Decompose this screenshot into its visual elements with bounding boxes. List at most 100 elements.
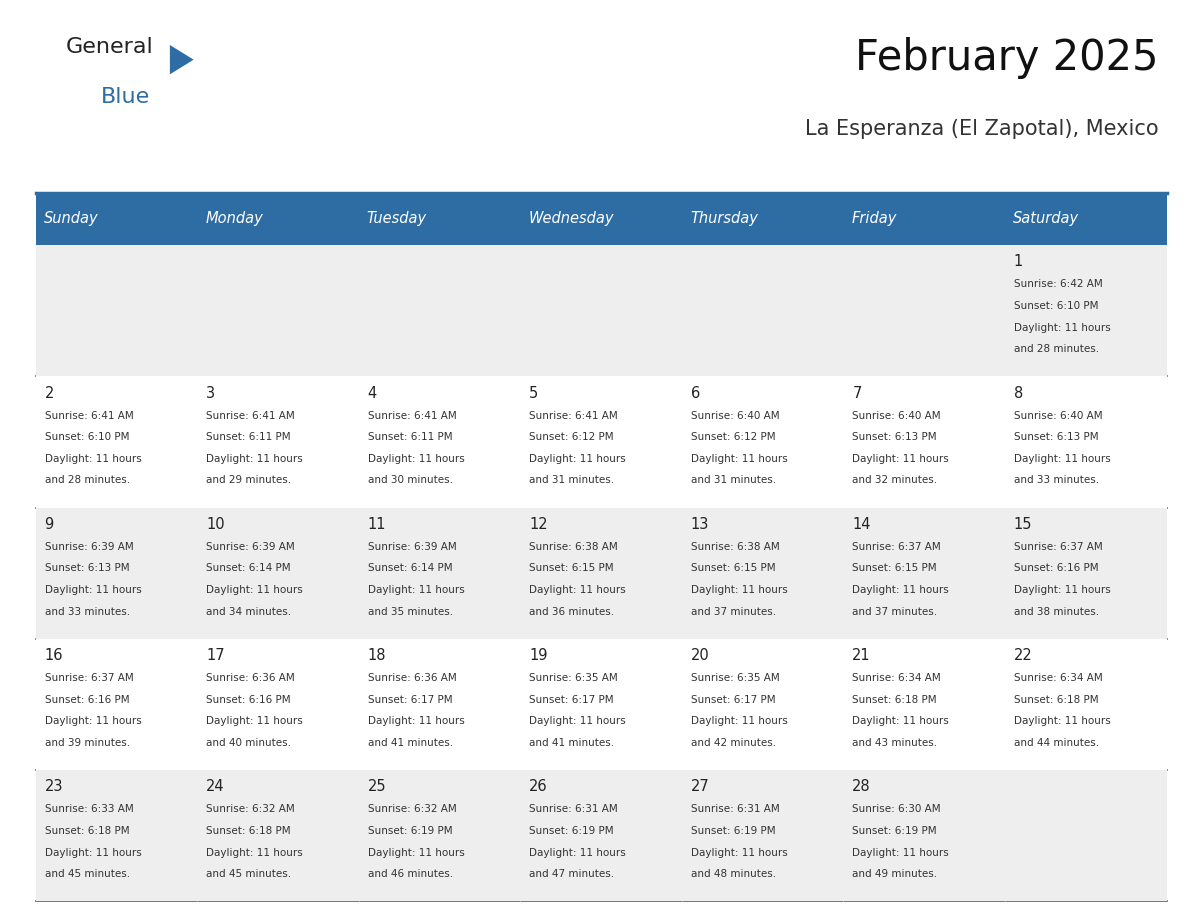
- Text: Sunrise: 6:41 AM: Sunrise: 6:41 AM: [529, 410, 618, 420]
- Text: and 36 minutes.: and 36 minutes.: [529, 607, 614, 617]
- Text: Daylight: 11 hours: Daylight: 11 hours: [206, 847, 303, 857]
- Text: Sunrise: 6:37 AM: Sunrise: 6:37 AM: [1013, 542, 1102, 552]
- Text: Daylight: 11 hours: Daylight: 11 hours: [206, 585, 303, 595]
- Text: 16: 16: [44, 648, 63, 663]
- Text: and 46 minutes.: and 46 minutes.: [367, 869, 453, 879]
- Text: Sunrise: 6:39 AM: Sunrise: 6:39 AM: [206, 542, 295, 552]
- Text: Daylight: 11 hours: Daylight: 11 hours: [690, 716, 788, 726]
- Text: and 48 minutes.: and 48 minutes.: [690, 869, 776, 879]
- Text: February 2025: February 2025: [855, 37, 1158, 79]
- Text: Sunrise: 6:39 AM: Sunrise: 6:39 AM: [367, 542, 456, 552]
- Text: and 28 minutes.: and 28 minutes.: [44, 476, 129, 486]
- Text: Sunset: 6:12 PM: Sunset: 6:12 PM: [529, 432, 614, 442]
- Text: and 29 minutes.: and 29 minutes.: [206, 476, 291, 486]
- Text: Sunset: 6:17 PM: Sunset: 6:17 PM: [529, 695, 614, 705]
- Text: 8: 8: [1013, 386, 1023, 400]
- Text: and 44 minutes.: and 44 minutes.: [1013, 738, 1099, 748]
- Text: Daylight: 11 hours: Daylight: 11 hours: [690, 585, 788, 595]
- Text: 7: 7: [852, 386, 861, 400]
- Text: 27: 27: [690, 779, 709, 794]
- Text: Daylight: 11 hours: Daylight: 11 hours: [529, 585, 626, 595]
- Text: Sunrise: 6:37 AM: Sunrise: 6:37 AM: [852, 542, 941, 552]
- Text: 6: 6: [690, 386, 700, 400]
- Text: Daylight: 11 hours: Daylight: 11 hours: [529, 453, 626, 464]
- Text: Sunset: 6:14 PM: Sunset: 6:14 PM: [206, 564, 291, 574]
- Text: 2: 2: [44, 386, 53, 400]
- Text: and 33 minutes.: and 33 minutes.: [44, 607, 129, 617]
- Text: Daylight: 11 hours: Daylight: 11 hours: [367, 716, 465, 726]
- Text: Daylight: 11 hours: Daylight: 11 hours: [529, 716, 626, 726]
- Text: Sunset: 6:19 PM: Sunset: 6:19 PM: [367, 826, 453, 836]
- Text: Sunset: 6:19 PM: Sunset: 6:19 PM: [852, 826, 937, 836]
- Text: Daylight: 11 hours: Daylight: 11 hours: [367, 585, 465, 595]
- Text: Daylight: 11 hours: Daylight: 11 hours: [1013, 716, 1111, 726]
- Text: Sunset: 6:15 PM: Sunset: 6:15 PM: [852, 564, 937, 574]
- Text: and 32 minutes.: and 32 minutes.: [852, 476, 937, 486]
- Text: Daylight: 11 hours: Daylight: 11 hours: [206, 716, 303, 726]
- Text: and 41 minutes.: and 41 minutes.: [529, 738, 614, 748]
- Text: 17: 17: [206, 648, 225, 663]
- Text: Sunset: 6:10 PM: Sunset: 6:10 PM: [44, 432, 129, 442]
- Text: Sunset: 6:13 PM: Sunset: 6:13 PM: [44, 564, 129, 574]
- Text: Sunrise: 6:32 AM: Sunrise: 6:32 AM: [367, 804, 456, 814]
- Text: and 45 minutes.: and 45 minutes.: [44, 869, 129, 879]
- Text: 13: 13: [690, 517, 709, 532]
- Text: 25: 25: [367, 779, 386, 794]
- Text: Sunrise: 6:38 AM: Sunrise: 6:38 AM: [690, 542, 779, 552]
- Text: Daylight: 11 hours: Daylight: 11 hours: [529, 847, 626, 857]
- Text: 23: 23: [44, 779, 63, 794]
- Text: Monday: Monday: [206, 211, 263, 227]
- Text: Sunrise: 6:36 AM: Sunrise: 6:36 AM: [206, 673, 295, 683]
- Text: Sunrise: 6:38 AM: Sunrise: 6:38 AM: [529, 542, 618, 552]
- Text: Sunset: 6:17 PM: Sunset: 6:17 PM: [690, 695, 776, 705]
- Text: Sunrise: 6:35 AM: Sunrise: 6:35 AM: [690, 673, 779, 683]
- Text: 24: 24: [206, 779, 225, 794]
- Text: Sunset: 6:13 PM: Sunset: 6:13 PM: [852, 432, 937, 442]
- Text: 12: 12: [529, 517, 548, 532]
- Text: Daylight: 11 hours: Daylight: 11 hours: [852, 453, 949, 464]
- Text: Sunset: 6:12 PM: Sunset: 6:12 PM: [690, 432, 776, 442]
- Text: Sunset: 6:16 PM: Sunset: 6:16 PM: [206, 695, 291, 705]
- Text: and 30 minutes.: and 30 minutes.: [367, 476, 453, 486]
- Text: 4: 4: [367, 386, 377, 400]
- Text: Sunrise: 6:36 AM: Sunrise: 6:36 AM: [367, 673, 456, 683]
- Text: and 49 minutes.: and 49 minutes.: [852, 869, 937, 879]
- Text: Sunrise: 6:41 AM: Sunrise: 6:41 AM: [44, 410, 133, 420]
- Text: 15: 15: [1013, 517, 1032, 532]
- Text: 9: 9: [44, 517, 53, 532]
- Text: Sunrise: 6:41 AM: Sunrise: 6:41 AM: [206, 410, 295, 420]
- Text: Daylight: 11 hours: Daylight: 11 hours: [206, 453, 303, 464]
- Text: Sunrise: 6:34 AM: Sunrise: 6:34 AM: [1013, 673, 1102, 683]
- Text: Daylight: 11 hours: Daylight: 11 hours: [44, 453, 141, 464]
- Text: Sunset: 6:10 PM: Sunset: 6:10 PM: [1013, 301, 1099, 311]
- Text: Sunset: 6:16 PM: Sunset: 6:16 PM: [44, 695, 129, 705]
- Text: Sunset: 6:18 PM: Sunset: 6:18 PM: [206, 826, 291, 836]
- Text: La Esperanza (El Zapotal), Mexico: La Esperanza (El Zapotal), Mexico: [804, 119, 1158, 140]
- Text: 14: 14: [852, 517, 871, 532]
- Text: 19: 19: [529, 648, 548, 663]
- Text: Sunrise: 6:40 AM: Sunrise: 6:40 AM: [1013, 410, 1102, 420]
- Text: Wednesday: Wednesday: [529, 211, 614, 227]
- Text: Sunset: 6:19 PM: Sunset: 6:19 PM: [529, 826, 614, 836]
- Text: Sunset: 6:11 PM: Sunset: 6:11 PM: [206, 432, 291, 442]
- Text: and 31 minutes.: and 31 minutes.: [690, 476, 776, 486]
- Text: Daylight: 11 hours: Daylight: 11 hours: [44, 847, 141, 857]
- Text: 20: 20: [690, 648, 709, 663]
- Text: Daylight: 11 hours: Daylight: 11 hours: [1013, 453, 1111, 464]
- Text: Sunset: 6:17 PM: Sunset: 6:17 PM: [367, 695, 453, 705]
- Text: 26: 26: [529, 779, 548, 794]
- Text: Sunrise: 6:42 AM: Sunrise: 6:42 AM: [1013, 279, 1102, 289]
- Text: and 42 minutes.: and 42 minutes.: [690, 738, 776, 748]
- Text: 28: 28: [852, 779, 871, 794]
- Text: Daylight: 11 hours: Daylight: 11 hours: [690, 847, 788, 857]
- Text: Sunset: 6:18 PM: Sunset: 6:18 PM: [44, 826, 129, 836]
- Text: and 41 minutes.: and 41 minutes.: [367, 738, 453, 748]
- Text: Daylight: 11 hours: Daylight: 11 hours: [852, 847, 949, 857]
- Text: and 38 minutes.: and 38 minutes.: [1013, 607, 1099, 617]
- Text: Sunrise: 6:34 AM: Sunrise: 6:34 AM: [852, 673, 941, 683]
- Text: Sunset: 6:18 PM: Sunset: 6:18 PM: [1013, 695, 1099, 705]
- Text: General: General: [65, 37, 153, 57]
- Text: Saturday: Saturday: [1013, 211, 1079, 227]
- Text: and 39 minutes.: and 39 minutes.: [44, 738, 129, 748]
- Text: Sunset: 6:16 PM: Sunset: 6:16 PM: [1013, 564, 1099, 574]
